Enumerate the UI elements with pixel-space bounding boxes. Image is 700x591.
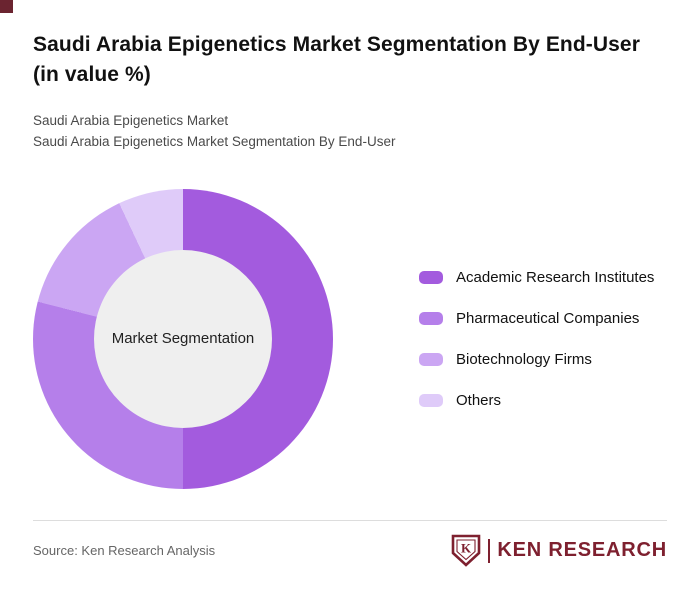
legend-label: Others [456,391,502,409]
footer: Source: Ken Research Analysis K KEN RESE… [33,520,667,567]
donut-hole: Market Segmentation [94,249,272,428]
legend-item: Biotechnology Firms [419,351,654,368]
legend: Academic Research Institutes Pharmaceutic… [419,269,654,409]
legend-label: Academic Research Institutes [456,268,655,286]
legend-swatch-icon [419,270,443,284]
footer-divider [33,520,667,521]
donut-center-label: Market Segmentation [111,330,255,348]
legend-item: Others [419,392,654,409]
legend-swatch-icon [419,352,443,366]
footer-row: Source: Ken Research Analysis K KEN RESE… [33,521,667,567]
chart-subtitle-1: Saudi Arabia Epigenetics Market [33,112,229,128]
legend-label: Biotechnology Firms [456,350,592,368]
ken-research-logo: K KEN RESEARCH [451,534,667,567]
source-text: Source: Ken Research Analysis [33,543,216,558]
ken-research-shield-icon: K [452,534,481,567]
legend-label: Pharmaceutical Companies [456,309,640,327]
logo-letter: K [461,541,472,556]
chart-subtitles: Saudi Arabia Epigenetics Market Saudi Ar… [33,110,667,153]
donut-chart: Market Segmentation [33,188,333,489]
legend-swatch-icon [419,393,443,407]
chart-area: Market Segmentation Academic Research In… [0,188,700,489]
legend-item: Pharmaceutical Companies [419,310,654,327]
legend-item: Academic Research Institutes [419,269,654,286]
brand-text: KEN RESEARCH [497,539,667,561]
chart-subtitle-2: Saudi Arabia Epigenetics Market Segmenta… [33,134,396,150]
page-title: Saudi Arabia Epigenetics Market Segmenta… [33,33,640,86]
legend-swatch-icon [419,311,443,325]
corner-accent-square [0,0,13,13]
brand-separator [488,538,491,563]
